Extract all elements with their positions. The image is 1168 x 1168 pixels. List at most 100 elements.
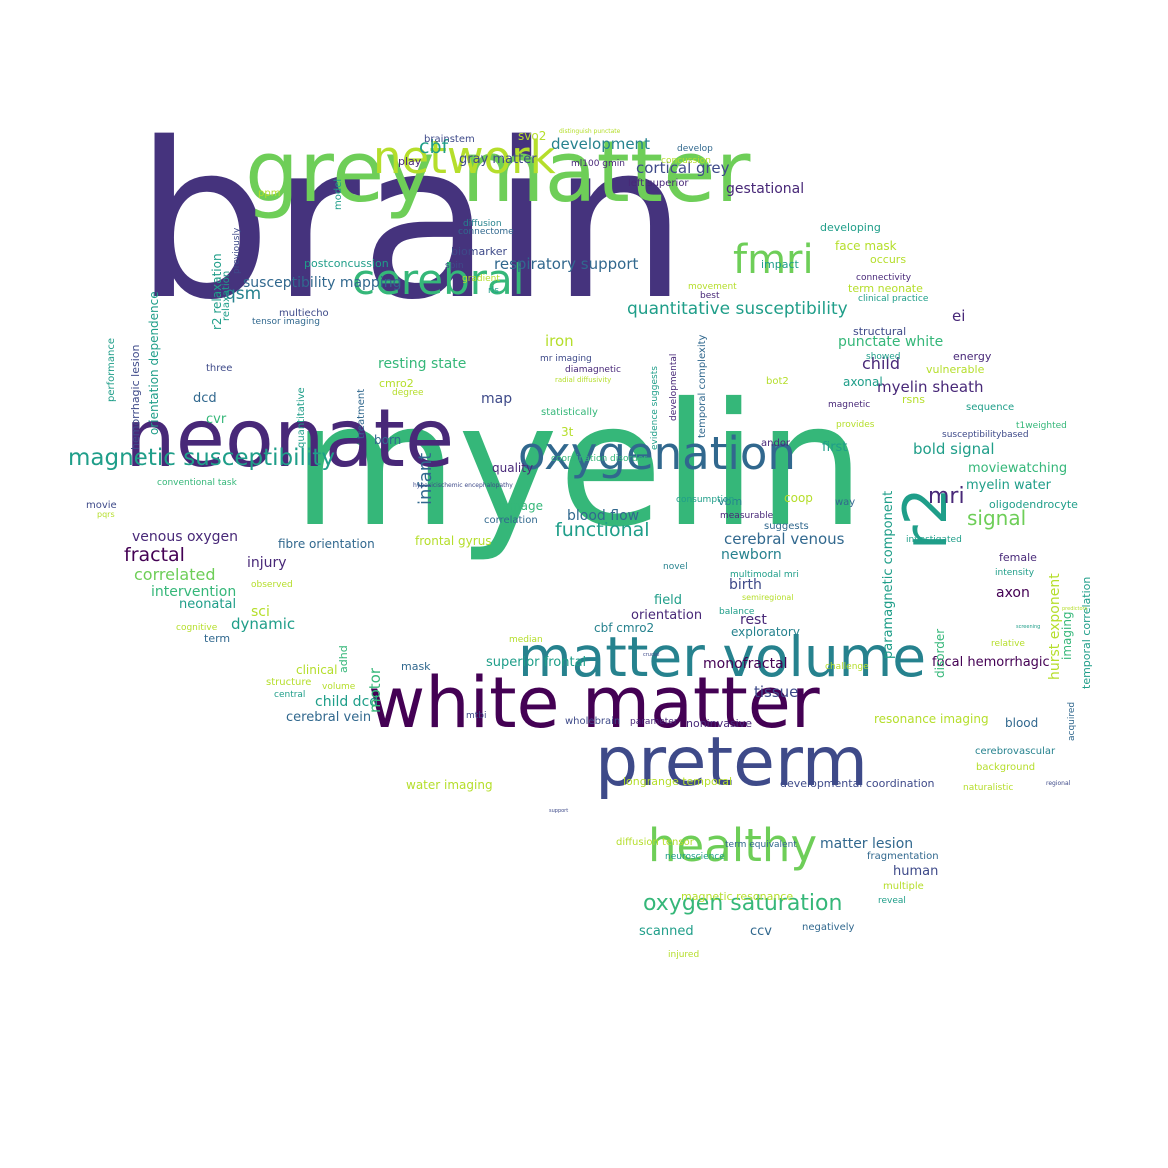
word-ccv: ccv bbox=[750, 924, 772, 940]
word-qsm: qsm bbox=[225, 284, 262, 305]
word-cbf: cbf bbox=[419, 136, 449, 159]
word-brain: brain bbox=[135, 95, 688, 347]
word-wholebrain: wholebrain bbox=[565, 715, 621, 727]
word-gradient: gradient bbox=[462, 273, 500, 284]
word-intervention: intervention bbox=[151, 583, 237, 600]
word-screening: screening bbox=[1016, 623, 1041, 630]
word-crucial: crucial bbox=[643, 651, 660, 658]
word-rsns: rsns bbox=[902, 392, 925, 406]
word-acquired: acquired bbox=[1067, 701, 1077, 741]
word-treatment: treatment bbox=[356, 388, 367, 439]
word-relative: relative bbox=[991, 638, 1025, 649]
word-map: map bbox=[481, 390, 513, 407]
word-paramagnetic-component: paramagnetic component bbox=[881, 490, 896, 659]
word-structure: structure bbox=[266, 676, 312, 688]
word-consumption: consumption bbox=[676, 494, 735, 505]
word-signal: signal bbox=[967, 505, 1027, 530]
word-imaging: imaging bbox=[1060, 611, 1074, 660]
word-radial-diffusivity: radial diffusivity bbox=[555, 376, 612, 385]
word-mask: mask bbox=[401, 659, 431, 673]
word-network: network bbox=[373, 131, 556, 185]
word-structural: structural bbox=[853, 324, 907, 338]
word-hemorrhagic-lesion: hemorrhagic lesion bbox=[129, 344, 142, 450]
word-performance: performance bbox=[106, 337, 117, 402]
word-development: development bbox=[551, 134, 650, 153]
word-dcd: dcd bbox=[193, 391, 217, 407]
word-matter-volume: matter volume bbox=[518, 624, 927, 689]
word-blood: blood bbox=[1005, 716, 1039, 731]
word-statistically: statistically bbox=[541, 406, 598, 418]
word-distinguish-punctate: distinguish punctate bbox=[559, 128, 621, 136]
word-develop: develop bbox=[677, 143, 713, 154]
word-myelin: myelin bbox=[292, 366, 866, 565]
word-child: child bbox=[862, 353, 900, 373]
word-balance: balance bbox=[719, 606, 755, 617]
word-developmental-coordination: developmental coordination bbox=[780, 776, 935, 790]
word-fmri: fmri bbox=[733, 237, 814, 284]
word-gestational: gestational bbox=[726, 180, 805, 197]
word-vulnerable: vulnerable bbox=[926, 362, 985, 376]
word-cbf-cmro2: cbf cmro2 bbox=[594, 621, 655, 636]
word-term: term bbox=[204, 631, 231, 645]
word-quantitative-susceptibility: quantitative susceptibility bbox=[627, 299, 848, 320]
word-superior-frontal: superior frontal bbox=[486, 655, 587, 671]
word-tensor-imaging: tensor imaging bbox=[252, 316, 320, 327]
word-grey-matter: grey matter bbox=[245, 123, 751, 223]
word-neonatal: neonatal bbox=[179, 597, 237, 613]
word-orientation: orientation bbox=[631, 608, 703, 624]
word-sci: sci bbox=[251, 603, 270, 620]
word-field: field bbox=[654, 593, 683, 609]
word-3t: 3t bbox=[561, 425, 574, 440]
word-coop: coop bbox=[784, 491, 813, 506]
word-myelin-sheath: myelin sheath bbox=[877, 377, 984, 396]
word-occurs: occurs bbox=[870, 252, 907, 266]
word-neonate: neonate bbox=[125, 392, 455, 486]
word-connectivity: connectivity bbox=[856, 272, 912, 283]
word-suggests: suggests bbox=[764, 520, 809, 532]
word-susceptibilitybased: susceptibilitybased bbox=[942, 429, 1029, 440]
word-diffusion: diffusion bbox=[463, 218, 502, 229]
word-white-matter: white matter bbox=[368, 661, 820, 744]
word-t1weighted: t1weighted bbox=[1016, 420, 1067, 431]
word-longrange-temporal: longrange temporal bbox=[623, 774, 733, 788]
word-left-superior: left superior bbox=[628, 177, 689, 189]
word-cerebral: cerebral bbox=[352, 254, 525, 304]
word-injured: injured bbox=[668, 949, 700, 960]
word-resting-state: resting state bbox=[378, 355, 467, 372]
word-face-mask: face mask bbox=[835, 239, 897, 254]
word-previously: previously bbox=[232, 227, 242, 274]
word-support: support bbox=[549, 807, 569, 814]
word-cerebral-venous: cerebral venous bbox=[724, 529, 845, 548]
word-novel: novel bbox=[663, 561, 688, 572]
word-fibre-orientation: fibre orientation bbox=[278, 537, 375, 552]
word-mtbi: mtbi bbox=[466, 710, 487, 721]
word-semiregional: semiregional bbox=[742, 593, 794, 603]
word-water-imaging: water imaging bbox=[406, 778, 493, 793]
word-play: play bbox=[398, 154, 422, 168]
word-negatively: negatively bbox=[802, 921, 855, 933]
word-magnetic-susceptibility: magnetic susceptibility bbox=[68, 445, 335, 472]
word-concussion: concussion bbox=[661, 155, 711, 166]
word-parameter: parameter bbox=[630, 716, 678, 727]
word-ppm: ppm bbox=[258, 187, 281, 199]
word-ml100-gmin: ml100 gmin bbox=[571, 158, 625, 169]
word-connectome: connectome bbox=[458, 226, 514, 237]
word-first: first bbox=[822, 440, 848, 456]
word-brainstem: brainstem bbox=[424, 133, 475, 145]
word-birth: birth bbox=[729, 576, 762, 593]
word-observed: observed bbox=[251, 579, 293, 590]
word-andor: andor bbox=[761, 437, 791, 449]
word-three: three bbox=[206, 362, 233, 374]
word-intensity: intensity bbox=[995, 567, 1035, 578]
word-r2-relaxation: r2 relaxation bbox=[210, 253, 224, 330]
word-susceptibility-mapping: susceptibility mapping bbox=[243, 274, 402, 291]
word-movie: movie bbox=[86, 499, 117, 511]
word-scanned: scanned bbox=[639, 924, 694, 940]
word-volume: volume bbox=[322, 681, 356, 692]
word-preterm: preterm bbox=[595, 723, 868, 803]
word-newborn: newborn bbox=[721, 546, 782, 563]
word-oxygenation: oxygenation bbox=[518, 427, 796, 481]
word-adhd: adhd bbox=[337, 645, 350, 673]
word-orientation-dependence: orientation dependence bbox=[147, 291, 161, 435]
